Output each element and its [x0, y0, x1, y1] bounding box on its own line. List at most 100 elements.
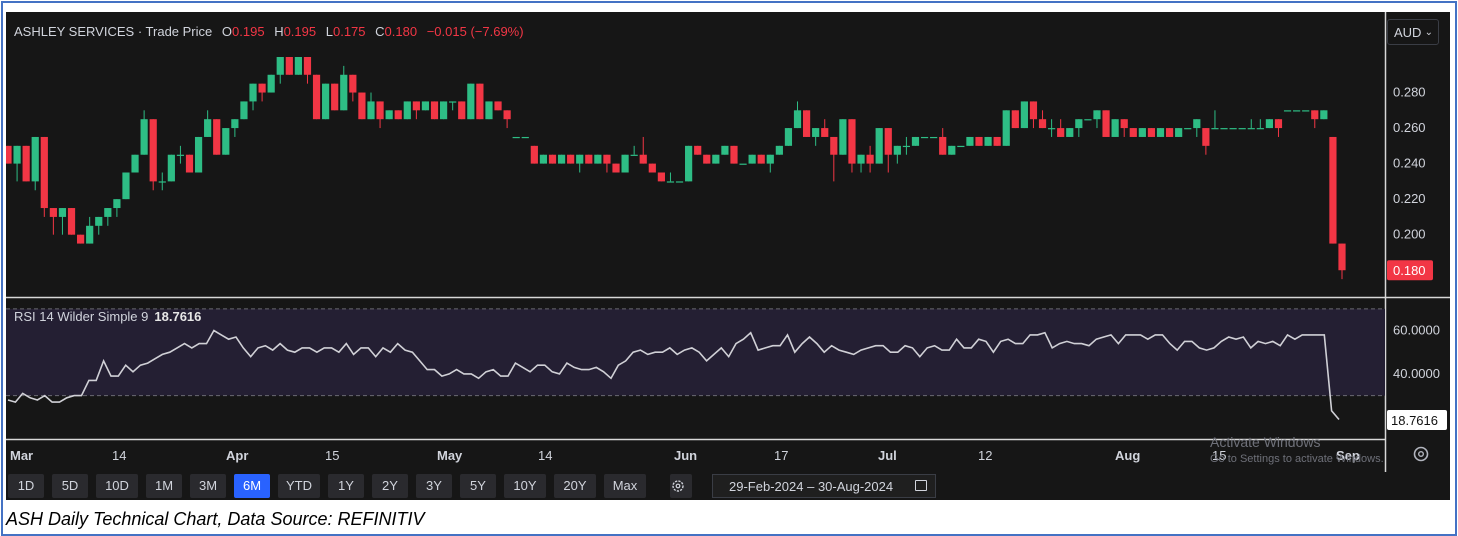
candle-body [784, 128, 793, 146]
range-button-1y[interactable]: 1Y [328, 474, 364, 498]
candle-body [1302, 110, 1310, 112]
chart-canvas[interactable]: 0.280 0.260 0.240 0.220 0.200 0.180 60.0000 40.… [6, 12, 1450, 500]
close-label: C [375, 24, 385, 39]
candle-body [222, 128, 230, 155]
candle-body [394, 110, 402, 120]
date-range-field[interactable]: 29-Feb-2024 – 30-Aug-2024 [712, 474, 936, 498]
candle-body [948, 145, 956, 155]
candle-body [76, 234, 85, 244]
range-button-10d[interactable]: 10D [96, 474, 138, 498]
candle-body [775, 145, 783, 155]
candle-body [1283, 110, 1292, 112]
candle-body [1193, 119, 1201, 129]
candle-body [40, 136, 48, 209]
time-tick-label: May [437, 448, 463, 463]
range-button-20y[interactable]: 20Y [554, 474, 596, 498]
range-button-6m[interactable]: 6M [234, 474, 270, 498]
range-button-1m[interactable]: 1M [146, 474, 182, 498]
candle-body [1093, 110, 1101, 120]
candle-body [176, 154, 185, 156]
candle-body [639, 154, 647, 164]
range-toolbar: 29-Feb-2024 – 30-Aug-2024 1D 5D 10D 1M 3M 6M Y… [6, 472, 1450, 500]
rsi-tick-label: 40.0000 [1393, 366, 1440, 381]
candle-body [1057, 128, 1065, 137]
candle-body [884, 128, 892, 155]
range-button-10y[interactable]: 10Y [504, 474, 546, 498]
candle-body [285, 57, 293, 75]
time-tick-label: 12 [978, 448, 992, 463]
last-price-label: 0.180 [1393, 263, 1426, 278]
candle-body [213, 119, 221, 155]
range-button-max[interactable]: Max [604, 474, 646, 498]
candle-body [939, 136, 947, 155]
candle-body [467, 83, 475, 120]
chevron-down-icon: ⌄ [1424, 27, 1433, 38]
range-button-2y[interactable]: 2Y [372, 474, 408, 498]
candle-body [49, 208, 57, 217]
candle-body [648, 163, 656, 173]
candle-body [875, 128, 883, 164]
range-button-3y[interactable]: 3Y [416, 474, 452, 498]
candle-body [893, 145, 901, 155]
candle-body [839, 119, 847, 155]
chart-panel[interactable]: 0.280 0.260 0.240 0.220 0.200 0.180 60.0000 40.… [6, 12, 1450, 500]
settings-gear-icon[interactable] [670, 474, 692, 498]
candle-body [403, 101, 411, 120]
candle-body [821, 128, 829, 137]
candle-body [585, 154, 593, 164]
candle-body [167, 154, 175, 182]
price-tick-label: 0.240 [1393, 156, 1426, 171]
candle-body [185, 154, 194, 173]
range-button-5d[interactable]: 5D [52, 474, 88, 498]
candle-body [1265, 119, 1274, 129]
candle-body [1011, 110, 1019, 129]
candle-body [86, 225, 94, 244]
calendar-icon[interactable] [915, 480, 927, 491]
candle-body [1256, 128, 1264, 130]
candle-body [149, 119, 157, 182]
range-button-3m[interactable]: 3M [190, 474, 226, 498]
candle-body [993, 136, 1001, 146]
gear-icon[interactable] [1411, 444, 1431, 464]
candle-body [857, 154, 865, 164]
candle-body [31, 136, 39, 182]
candle-body [449, 101, 457, 103]
rsi-badge-label: 18.7616 [1391, 413, 1438, 428]
candle-body [1184, 128, 1192, 130]
candle-body [666, 181, 675, 183]
candle-body [603, 154, 611, 164]
range-button-5y[interactable]: 5Y [460, 474, 496, 498]
high-value: 0.195 [283, 24, 317, 39]
price-tick-label: 0.260 [1393, 120, 1426, 135]
time-tick-label: Mar [10, 448, 33, 463]
candle-body [512, 136, 520, 139]
time-tick-label: 14 [538, 448, 552, 463]
range-button-ytd[interactable]: YTD [278, 474, 320, 498]
time-tick-label: 14 [112, 448, 126, 463]
date-from: 29-Feb-2024 [729, 479, 804, 494]
candle-body [1229, 128, 1237, 130]
candle-body [1002, 110, 1010, 146]
candle-body [1338, 243, 1346, 271]
legend-separator: · [137, 24, 143, 39]
time-tick-label: 15 [1212, 448, 1226, 463]
candle-body [539, 154, 548, 164]
candle-body [276, 57, 284, 75]
candle-body [1274, 119, 1283, 129]
candle-body [1175, 128, 1183, 137]
candle-body [294, 57, 302, 75]
date-separator: – [807, 479, 815, 494]
candle-body [703, 154, 711, 164]
candle-body [830, 136, 838, 155]
candle-body [1029, 101, 1038, 120]
candle-body [303, 57, 312, 75]
currency-select[interactable]: AUD ⌄ [1387, 19, 1439, 45]
currency-value: AUD [1394, 25, 1422, 40]
range-button-1d[interactable]: 1D [8, 474, 44, 498]
candle-body [376, 101, 384, 120]
candle-body [158, 181, 166, 183]
low-label: L [325, 24, 333, 39]
time-tick-label: Jul [878, 448, 897, 463]
candle-body [1038, 119, 1047, 129]
candle-body [331, 83, 339, 111]
